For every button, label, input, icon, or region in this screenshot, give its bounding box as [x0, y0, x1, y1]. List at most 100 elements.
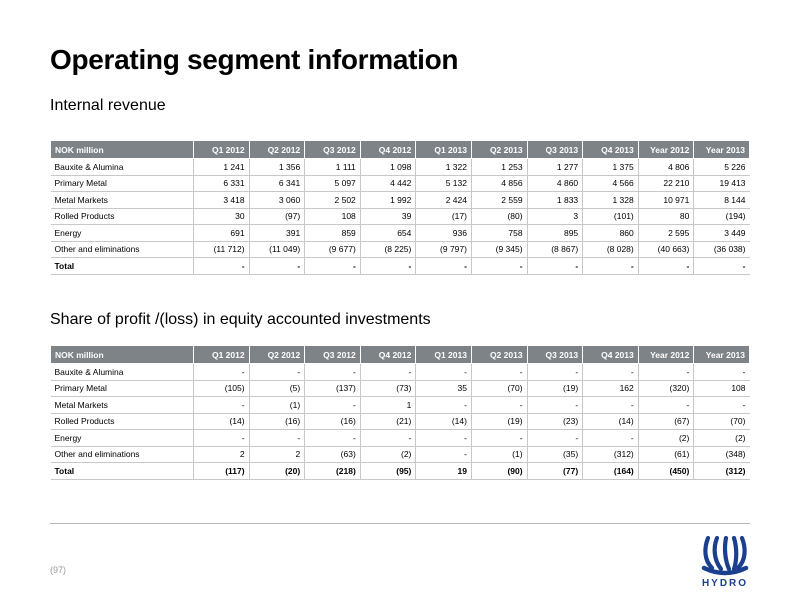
row-label: Metal Markets — [50, 396, 194, 414]
table-cell: 2 559 — [471, 191, 528, 209]
table-cell: (20) — [249, 462, 306, 480]
table-cell: - — [193, 429, 250, 447]
column-header: Q1 2013 — [415, 140, 472, 159]
row-label: Primary Metal — [50, 380, 194, 397]
column-header: Q1 2012 — [193, 140, 250, 159]
table-cell: (218) — [304, 462, 361, 480]
table-cell: (77) — [527, 462, 584, 480]
table-cell: (40 663) — [638, 241, 695, 258]
table-cell: 1 833 — [527, 191, 584, 209]
table-cell: 1 277 — [527, 158, 584, 176]
table-cell: (1) — [471, 446, 528, 463]
table-cell: 936 — [415, 224, 472, 242]
share-of-profit-heading: Share of profit /(loss) in equity accoun… — [50, 311, 431, 328]
table-cell: (14) — [415, 413, 472, 430]
table-cell: 1 098 — [360, 158, 417, 176]
column-header: NOK million — [50, 140, 194, 159]
table-cell: 4 856 — [471, 175, 528, 192]
table-cell: (11 049) — [249, 241, 306, 258]
table-row: Primary Metal (105) (5) (137) (73) 35 (70) (19)… — [50, 380, 750, 397]
table-cell: 2 — [249, 446, 306, 463]
table-cell: - — [304, 429, 361, 447]
table-cell: (101) — [582, 208, 639, 225]
page-title: Operating segment information — [50, 44, 459, 75]
table-cell: (67) — [638, 413, 695, 430]
table-row: Energy 691 391 859 654 936 758 895 860 2 595 3 449 — [50, 224, 750, 242]
table-cell: - — [304, 363, 361, 381]
table-cell: - — [638, 363, 695, 381]
table-cell: (450) — [638, 462, 695, 480]
table-cell: 39 — [360, 208, 417, 225]
table-cell: 860 — [582, 224, 639, 242]
table-cell: (11 712) — [193, 241, 250, 258]
table-cell: (63) — [304, 446, 361, 463]
table-row: Other and eliminations (11 712) (11 049) (9… — [50, 241, 750, 258]
table-cell: - — [693, 396, 750, 414]
footer-divider — [50, 523, 750, 524]
logo-text: HYDRO — [701, 578, 749, 589]
table-row: Primary Metal 6 331 6 341 5 097 4 442 5 132 4 … — [50, 175, 750, 192]
column-header: Q2 2012 — [248, 345, 306, 364]
column-header: Q3 2013 — [526, 140, 584, 159]
column-header: Q3 2012 — [304, 345, 361, 364]
table-cell: - — [249, 429, 306, 447]
table-cell: 2 502 — [304, 191, 361, 209]
table-cell: (21) — [360, 413, 417, 430]
column-header: Q4 2013 — [582, 140, 639, 159]
table-cell: - — [693, 363, 750, 381]
row-label: Bauxite & Alumina — [50, 363, 194, 381]
table-cell: 5 097 — [304, 175, 361, 192]
table-cell: 3 060 — [249, 191, 306, 209]
table-cell: - — [415, 363, 472, 381]
row-label: Total — [50, 257, 194, 275]
table-cell: 22 210 — [638, 175, 695, 192]
row-label: Rolled Products — [50, 208, 194, 225]
table-cell: 5 226 — [693, 158, 750, 176]
table-cell: (8 867) — [527, 241, 584, 258]
table-cell: - — [471, 363, 528, 381]
table-cell: 4 442 — [360, 175, 417, 192]
table-cell: 691 — [193, 224, 250, 242]
table-cell: (16) — [304, 413, 361, 430]
table-cell: (17) — [415, 208, 472, 225]
table-cell: 1 992 — [360, 191, 417, 209]
table-cell: 859 — [304, 224, 361, 242]
table-row: Rolled Products 30 (97) 108 39 (17) (80) 3 (101)… — [50, 208, 750, 225]
table-cell: 3 — [527, 208, 584, 225]
column-header: Q1 2013 — [415, 345, 472, 364]
column-header: Year 2013 — [693, 345, 750, 364]
column-header: Year 2012 — [637, 140, 695, 159]
table-row: Metal Markets - (1) -1- - - - - - — [50, 396, 750, 414]
row-label: Rolled Products — [50, 413, 194, 430]
column-header: Q4 2012 — [359, 345, 417, 364]
table-row: Total (117) (20) (218) (95) 19 (90) (77) (164) (4… — [50, 462, 750, 480]
table-cell: 35 — [415, 380, 472, 397]
table-row: Total - - - - - - - - - - — [50, 257, 750, 275]
table-cell: - — [304, 396, 361, 414]
table-cell: - — [360, 257, 417, 275]
table-cell: - — [249, 257, 306, 275]
table-cell: - — [193, 396, 250, 414]
table-cell: (348) — [693, 446, 750, 463]
table-cell: (9 345) — [471, 241, 528, 258]
table-cell: - — [582, 396, 639, 414]
table-cell: (320) — [638, 380, 695, 397]
table-cell: 1 328 — [582, 191, 639, 209]
table-cell: - — [415, 446, 472, 463]
table-cell: 108 — [693, 380, 750, 397]
table-cell: - — [415, 257, 472, 275]
table-cell: 1 322 — [415, 158, 472, 176]
table-cell: 1 — [360, 396, 417, 414]
table-cell: 10 971 — [638, 191, 695, 209]
table-cell: 895 — [527, 224, 584, 242]
table-cell: 6 341 — [249, 175, 306, 192]
table-row: Metal Markets 3 418 3 060 2 502 1 992 2 424 2 … — [50, 191, 750, 209]
table-cell: 4 806 — [638, 158, 695, 176]
table-cell: - — [471, 257, 528, 275]
table-cell: (2) — [693, 429, 750, 447]
table-header-row: NOK million Q1 2012 Q2 2012 Q3 2012 Q4 2012 Q… — [50, 345, 750, 364]
table-cell: (19) — [527, 380, 584, 397]
table-cell: (2) — [360, 446, 417, 463]
row-label: Metal Markets — [50, 191, 194, 209]
table-cell: (2) — [638, 429, 695, 447]
